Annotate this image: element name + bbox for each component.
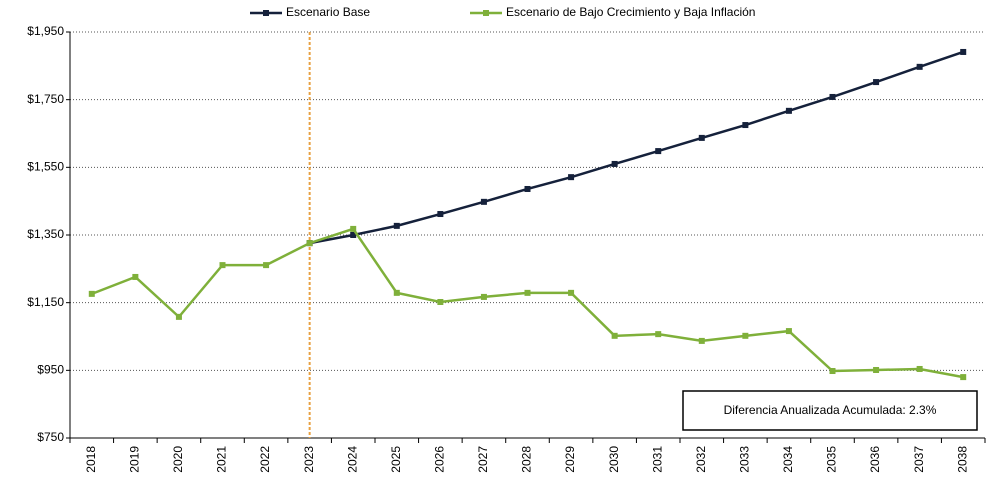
x-tick-label: 2027 [476,446,490,473]
point [524,185,531,192]
x-tick-label: 2030 [607,446,621,473]
legend-label: Escenario de Bajo Crecimiento y Baja Inf… [506,5,755,19]
point [263,262,270,269]
point [437,211,444,218]
x-tick-label: 2038 [955,446,969,473]
x-tick-label: 2021 [215,446,229,473]
y-tick-label: $1,950 [27,24,64,38]
x-tick-label: 2025 [389,446,403,473]
x-tick-label: 2020 [171,446,185,473]
point [785,328,792,335]
point [611,160,618,167]
point [698,337,705,344]
x-tick-label: 2028 [520,446,534,473]
point [873,79,880,86]
point [568,174,575,181]
point [393,222,400,229]
y-tick-label: $1,150 [27,295,64,309]
point [524,289,531,296]
x-tick-label: 2035 [825,446,839,473]
x-tick-label: 2033 [738,446,752,473]
point [655,331,662,338]
point [132,273,139,280]
x-tick-label: 2034 [781,446,795,473]
x-tick-label: 2026 [433,446,447,473]
point [611,332,618,339]
legend-label: Escenario Base [286,5,370,19]
point [306,240,313,247]
point [350,232,357,238]
point [88,290,95,297]
x-tick-label: 2022 [258,446,272,473]
annotation-box [682,390,978,431]
x-tick-label: 2031 [650,446,664,473]
x-tick-label: 2032 [694,446,708,473]
legend-marker [483,10,489,16]
point [568,289,575,296]
x-tick-label: 2018 [84,446,98,473]
y-tick-label: $1,750 [27,92,64,106]
point [960,374,967,381]
point [219,262,226,269]
point [175,313,182,320]
point [698,134,705,141]
y-tick-label: $1,350 [27,227,64,241]
x-tick-label: 2037 [912,446,926,473]
x-tick-label: 2023 [302,446,316,473]
y-tick-label: $950 [37,363,64,377]
x-tick-label: 2019 [128,446,142,473]
y-tick-label: $750 [37,430,64,444]
point [873,366,880,373]
point [960,48,967,55]
point [655,148,662,155]
legend-marker [263,10,269,16]
point [480,293,487,300]
y-tick-label: $1,550 [27,160,64,174]
point [916,365,923,372]
point [742,122,749,129]
point [742,332,749,339]
x-tick-label: 2029 [563,446,577,473]
x-tick-label: 2036 [868,446,882,473]
annotation: Diferencia Anualizada Acumulada: 2.3% [724,403,937,417]
point [829,93,836,100]
series-line [309,50,964,245]
point [480,198,487,205]
point [350,225,357,232]
x-tick-label: 2024 [345,446,359,473]
point [829,368,836,375]
point [916,63,923,70]
point [437,298,444,305]
point [785,107,792,114]
point [393,289,400,296]
